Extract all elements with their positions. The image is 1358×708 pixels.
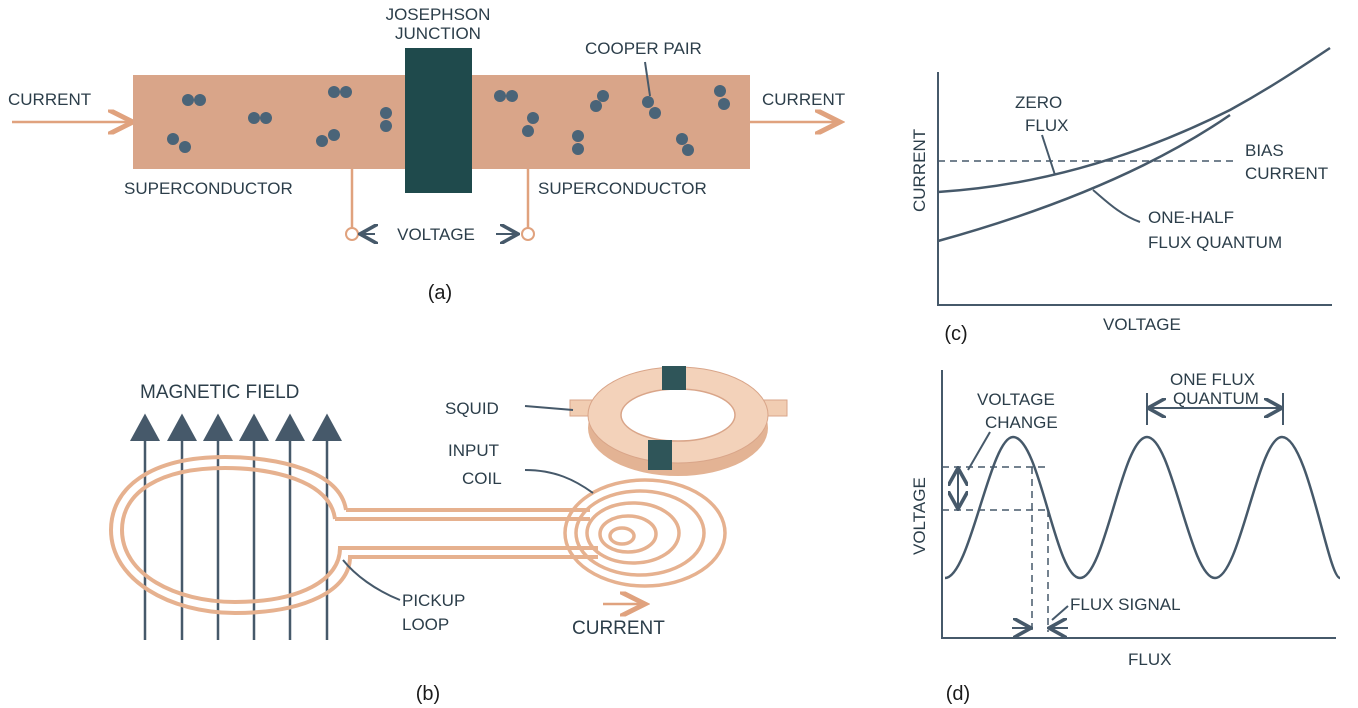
half-flux-curve (937, 113, 1231, 243)
squid-junction-bottom (648, 440, 672, 470)
superconductor-label-left: SUPERCONDUCTOR (124, 179, 293, 198)
voltage-axis-label-d: VOLTAGE (910, 477, 929, 555)
input-coil-label-line1: INPUT (448, 441, 499, 460)
junction-label-line2: JUNCTION (395, 24, 481, 43)
half-flux-leader (1092, 189, 1141, 223)
vchange-label-line1: VOLTAGE (977, 390, 1055, 409)
panel-c: CURRENT VOLTAGE ZERO FLUX BIAS CURRENT O… (910, 46, 1332, 345)
panel-a: CURRENT CURRENT JOSEPHSON JUNCTION COOPE… (8, 5, 845, 304)
current-label-left: CURRENT (8, 90, 91, 109)
zero-flux-label-line2: FLUX (1025, 116, 1068, 135)
voltage-label: VOLTAGE (397, 225, 475, 244)
axes-d (941, 370, 1336, 639)
flux-signal-label: FLUX SIGNAL (1070, 595, 1181, 614)
squid-leader (524, 405, 574, 411)
input-coil-label-line2: COIL (462, 469, 502, 488)
cooper-pair (642, 96, 661, 119)
bias-current-label-line2: CURRENT (1245, 164, 1328, 183)
voltage-flux-curve (944, 435, 1342, 580)
cooper-pair (248, 112, 272, 124)
cooper-pair (328, 86, 352, 98)
cooper-pair-leader (644, 61, 651, 97)
current-label-b: CURRENT (572, 618, 665, 639)
cooper-pair-label: COOPER PAIR (585, 39, 702, 58)
squid-label: SQUID (445, 399, 499, 418)
cooper-pair (676, 133, 694, 156)
bias-current-label-line1: BIAS (1245, 141, 1284, 160)
flux-axis-label: FLUX (1128, 650, 1171, 669)
voltage-terminal-left (345, 227, 359, 241)
voltage-terminal-right (521, 227, 535, 241)
pickup-loop (108, 454, 598, 616)
voltage-axis-label-c: VOLTAGE (1103, 315, 1181, 334)
caption-b: (b) (416, 683, 440, 705)
current-axis-label: CURRENT (910, 129, 929, 212)
zero-flux-label-line1: ZERO (1015, 93, 1062, 112)
cooper-pairs (167, 85, 730, 156)
cooper-pair (714, 85, 730, 110)
half-flux-label-line2: FLUX QUANTUM (1148, 233, 1282, 252)
caption-c: (c) (944, 323, 967, 345)
caption-a: (a) (428, 282, 452, 304)
cooper-pair (494, 90, 518, 102)
pickup-loop-label-line2: LOOP (402, 615, 449, 634)
pickup-loop-leader (342, 559, 401, 601)
current-label-right: CURRENT (762, 90, 845, 109)
cooper-pair (182, 94, 206, 106)
superconductor-label-right: SUPERCONDUCTOR (538, 179, 707, 198)
squid-ring (569, 366, 788, 476)
cooper-pair (572, 130, 584, 155)
panel-d: VOLTAGE FLUX VOLTAGE CHANGE ONE FLUX QUA… (910, 370, 1342, 705)
half-flux-label-line1: ONE-HALF (1148, 208, 1234, 227)
zero-flux-curve (937, 46, 1331, 194)
quantum-label-line1: ONE FLUX (1170, 370, 1255, 389)
quantum-label-line2: QUANTUM (1173, 389, 1259, 408)
panel-b: MAGNETIC FIELD SQUID INPUT COIL PICKUP L… (108, 366, 788, 705)
cooper-pair (167, 133, 191, 153)
cooper-pair (522, 112, 539, 137)
vchange-label-line2: CHANGE (985, 413, 1058, 432)
cooper-pair (380, 107, 392, 132)
axes-c (937, 72, 1332, 306)
vchange-leader (967, 431, 991, 471)
magnetic-field-label: MAGNETIC FIELD (140, 382, 299, 403)
caption-d: (d) (946, 683, 970, 705)
junction-label-line1: JOSEPHSON (386, 5, 491, 24)
cooper-pair (316, 129, 340, 147)
input-coil (563, 478, 727, 588)
flux-signal-leader (1051, 605, 1069, 621)
squid-junction-top (662, 366, 686, 390)
zero-flux-leader (1041, 134, 1056, 176)
josephson-junction (405, 48, 472, 193)
pickup-loop-label-line1: PICKUP (402, 591, 465, 610)
cooper-pair (590, 90, 609, 112)
input-coil-leader (524, 469, 594, 494)
